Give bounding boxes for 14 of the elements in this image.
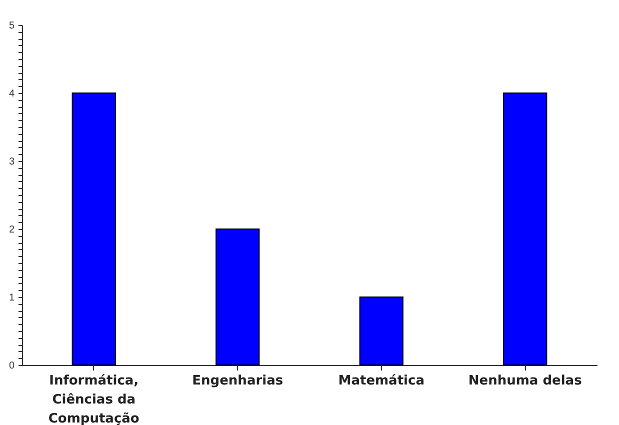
bar (503, 92, 548, 366)
bar (72, 92, 116, 366)
y-tick-label: 0 (8, 360, 15, 372)
y-tick-label: 1 (8, 292, 15, 304)
x-tick-label: Informática, Ciências da Computação (48, 374, 140, 425)
y-tick-label: 2 (8, 224, 15, 236)
bar (359, 296, 404, 366)
x-tick-label: Nenhuma delas (468, 374, 582, 388)
bar (216, 228, 260, 366)
y-tick-label: 5 (8, 20, 15, 32)
y-tick-label: 4 (8, 88, 15, 100)
x-tick-label: Engenharias (192, 374, 284, 388)
x-tick-label: Matemática (338, 374, 424, 388)
y-tick-label: 3 (8, 156, 15, 168)
